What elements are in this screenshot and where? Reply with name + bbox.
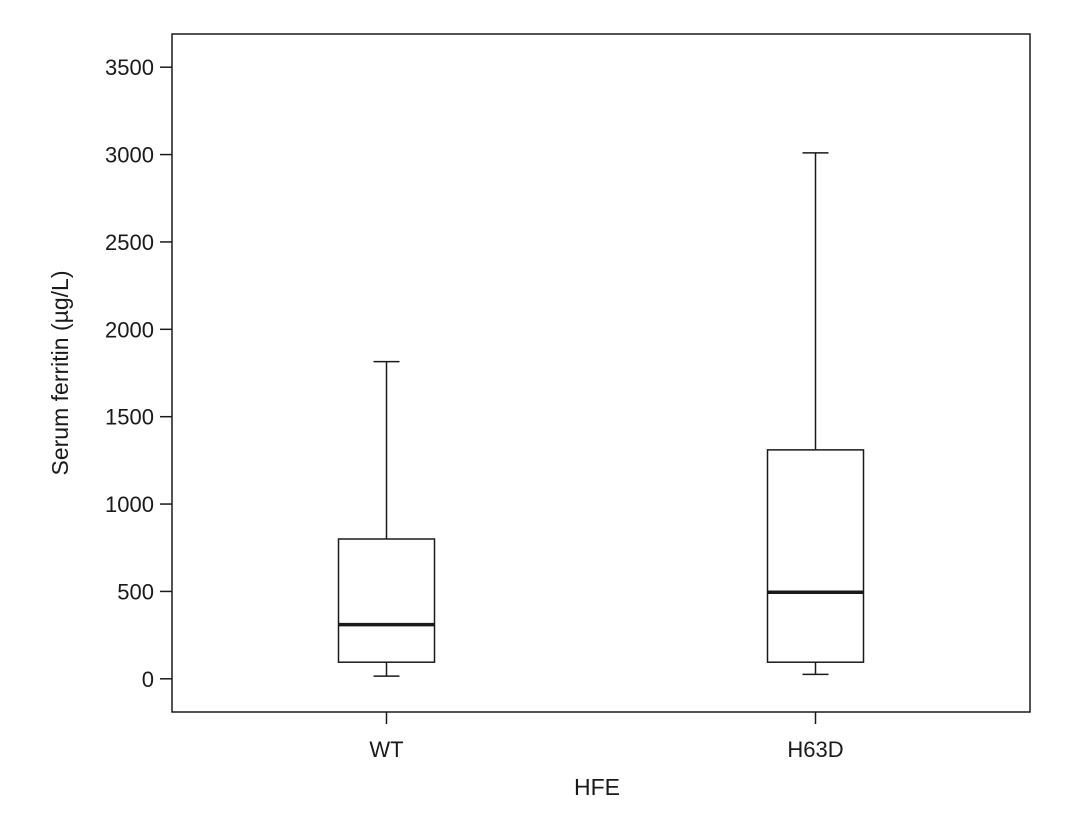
box-series [337, 152, 865, 677]
x-axis: WT H63D [369, 712, 844, 762]
x-axis-label: HFE [574, 774, 620, 800]
y-tick-label: 2500 [105, 230, 154, 255]
y-tick-label: 1500 [105, 405, 154, 430]
x-tick-label: WT [369, 737, 403, 762]
box-group-wt [337, 360, 436, 677]
y-tick-label: 500 [117, 579, 154, 604]
y-axis-label: Serum ferritin (µg/L) [47, 271, 73, 476]
plot-frame [171, 33, 1031, 713]
iqr-box [766, 449, 865, 663]
y-tick-label: 3500 [105, 55, 154, 80]
box-group-h63d [766, 152, 865, 676]
x-tick-label: H63D [787, 737, 843, 762]
iqr-box [337, 538, 436, 663]
y-tick-label: 1000 [105, 492, 154, 517]
y-axis: 0 500 1000 1500 2000 2500 3000 3500 [105, 55, 172, 692]
y-tick-label: 3000 [105, 143, 154, 168]
y-tick-label: 0 [142, 667, 154, 692]
y-tick-label: 2000 [105, 317, 154, 342]
